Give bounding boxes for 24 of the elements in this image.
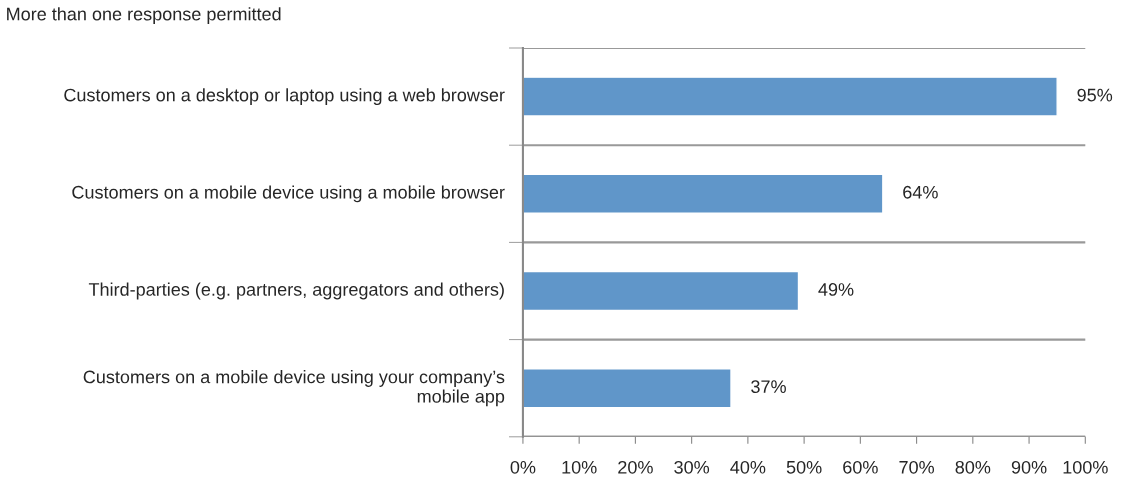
x-tick-label: 40%: [730, 460, 766, 474]
x-tick-label: 0%: [510, 460, 536, 474]
x-tick-label: 70%: [899, 460, 935, 474]
x-tick-label: 20%: [618, 460, 653, 474]
x-tick-label: 50%: [786, 460, 822, 474]
x-tick-label: 60%: [843, 460, 878, 474]
bar: [522, 76, 1058, 117]
bar: [522, 368, 732, 409]
data-label: 95%: [1077, 88, 1113, 102]
data-label: 49%: [818, 283, 854, 296]
x-tick-label: 100%: [1063, 460, 1108, 474]
x-tick-label: 90%: [1011, 460, 1047, 474]
y-tick-label: Customers on a desktop or laptop using a web browser: [64, 88, 505, 106]
text: More than one response permitted: [7, 7, 281, 25]
x-tick-label: 30%: [674, 460, 710, 474]
y-tick-label: Customers on a mobile device using your company’s mobile app: [83, 370, 505, 407]
y-tick-label: Third-parties (e.g. partners, aggregators and others): [88, 282, 504, 300]
data-label: 64%: [903, 185, 938, 199]
data-label: 37%: [751, 380, 786, 394]
bar: [522, 173, 884, 214]
x-tick-label: 10%: [562, 460, 597, 474]
bar: [522, 270, 800, 312]
y-tick-label: Customers on a mobile device using a mobile browser: [72, 185, 505, 203]
x-tick-label: 80%: [955, 460, 991, 474]
